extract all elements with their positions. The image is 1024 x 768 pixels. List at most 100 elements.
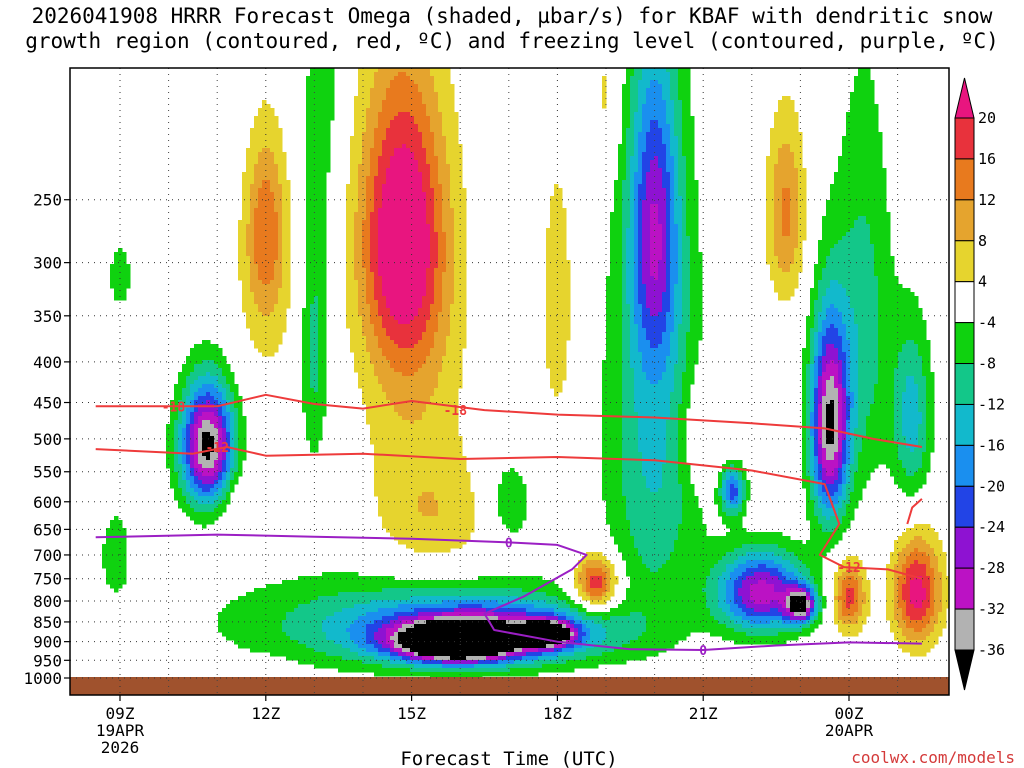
omega-cell bbox=[658, 132, 663, 137]
omega-cell bbox=[554, 240, 559, 245]
omega-cell bbox=[422, 72, 427, 77]
omega-cell bbox=[686, 184, 691, 189]
omega-cell bbox=[314, 120, 319, 125]
omega-cell bbox=[646, 196, 651, 201]
omega-cell bbox=[686, 176, 691, 181]
omega-cell bbox=[858, 168, 863, 173]
omega-cell bbox=[618, 184, 623, 189]
omega-cell bbox=[814, 296, 819, 301]
omega-cell bbox=[622, 244, 627, 249]
omega-cell bbox=[866, 132, 871, 137]
omega-cell bbox=[350, 172, 355, 177]
omega-cell bbox=[442, 108, 447, 113]
omega-cell bbox=[394, 284, 399, 289]
omega-cell bbox=[418, 72, 423, 77]
omega-cell bbox=[398, 72, 403, 77]
omega-cell bbox=[554, 216, 559, 221]
omega-cell bbox=[838, 184, 843, 189]
omega-cell bbox=[246, 252, 251, 257]
omega-cell bbox=[286, 264, 291, 269]
omega-cell bbox=[566, 284, 571, 289]
omega-cell bbox=[370, 100, 375, 105]
omega-cell bbox=[458, 248, 463, 253]
omega-cell bbox=[426, 248, 431, 253]
omega-cell bbox=[786, 176, 791, 181]
omega-cell bbox=[366, 180, 371, 185]
omega-cell bbox=[434, 276, 439, 281]
omega-cell bbox=[362, 196, 367, 201]
omega-cell bbox=[382, 76, 387, 81]
omega-cell bbox=[894, 288, 899, 293]
omega-cell bbox=[646, 228, 651, 233]
omega-cell bbox=[418, 168, 423, 173]
omega-cell bbox=[862, 196, 867, 201]
omega-cell bbox=[246, 244, 251, 249]
omega-cell bbox=[850, 256, 855, 261]
omega-cell bbox=[630, 236, 635, 241]
omega-cell bbox=[314, 296, 319, 301]
omega-cell bbox=[450, 260, 455, 265]
omega-cell bbox=[354, 172, 359, 177]
omega-cell bbox=[462, 268, 467, 273]
omega-cell bbox=[550, 256, 555, 261]
omega-cell bbox=[674, 188, 679, 193]
omega-cell bbox=[358, 184, 363, 189]
omega-cell bbox=[622, 276, 627, 281]
omega-cell bbox=[258, 124, 263, 129]
omega-cell bbox=[850, 252, 855, 257]
omega-cell bbox=[654, 284, 659, 289]
omega-cell bbox=[546, 268, 551, 273]
omega-cell bbox=[270, 216, 275, 221]
omega-cell bbox=[438, 192, 443, 197]
omega-cell bbox=[270, 120, 275, 125]
omega-cell bbox=[450, 144, 455, 149]
omega-cell bbox=[682, 216, 687, 221]
omega-cell bbox=[646, 76, 651, 81]
omega-cell bbox=[682, 136, 687, 141]
omega-cell bbox=[406, 244, 411, 249]
omega-cell bbox=[862, 144, 867, 149]
omega-cell bbox=[454, 208, 459, 213]
omega-cell bbox=[318, 256, 323, 261]
omega-cell bbox=[310, 132, 315, 137]
omega-cell bbox=[662, 124, 667, 129]
omega-cell bbox=[686, 76, 691, 81]
omega-cell bbox=[350, 168, 355, 173]
omega-cell bbox=[614, 284, 619, 289]
omega-cell bbox=[682, 244, 687, 249]
omega-cell bbox=[422, 244, 427, 249]
omega-cell bbox=[306, 188, 311, 193]
omega-cell bbox=[854, 276, 859, 281]
omega-cell bbox=[866, 252, 871, 257]
omega-cell bbox=[650, 172, 655, 177]
omega-cell bbox=[882, 220, 887, 225]
omega-cell bbox=[282, 156, 287, 161]
omega-cell bbox=[618, 212, 623, 217]
omega-cell bbox=[430, 88, 435, 93]
omega-cell bbox=[638, 188, 643, 193]
omega-cell bbox=[690, 224, 695, 229]
omega-cell bbox=[370, 144, 375, 149]
omega-cell bbox=[606, 280, 611, 285]
omega-cell bbox=[850, 288, 855, 293]
omega-cell bbox=[454, 216, 459, 221]
omega-cell bbox=[870, 212, 875, 217]
omega-cell bbox=[774, 228, 779, 233]
omega-cell bbox=[434, 236, 439, 241]
omega-cell bbox=[774, 220, 779, 225]
omega-cell bbox=[618, 168, 623, 173]
omega-cell bbox=[794, 264, 799, 269]
omega-cell bbox=[778, 160, 783, 165]
omega-cell bbox=[362, 108, 367, 113]
omega-cell bbox=[874, 268, 879, 273]
omega-cell bbox=[838, 288, 843, 293]
omega-cell bbox=[442, 144, 447, 149]
omega-cell bbox=[362, 104, 367, 109]
omega-cell bbox=[622, 112, 627, 117]
omega-cell bbox=[794, 228, 799, 233]
omega-cell bbox=[618, 180, 623, 185]
omega-cell bbox=[786, 244, 791, 249]
omega-cell bbox=[858, 164, 863, 169]
omega-cell bbox=[314, 176, 319, 181]
omega-cell bbox=[258, 248, 263, 253]
